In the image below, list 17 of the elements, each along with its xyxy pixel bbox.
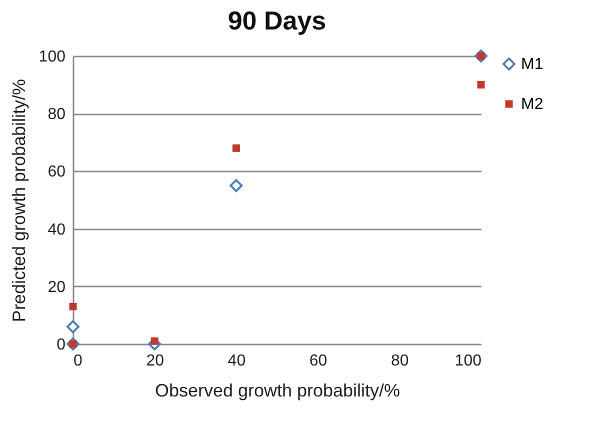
- chart-title: 90 Days: [228, 6, 326, 36]
- x-tick-label: 60: [309, 352, 328, 370]
- y-tick-label: 100: [38, 48, 66, 66]
- x-tick-label: 100: [454, 352, 482, 370]
- y-tick-label: 80: [48, 106, 66, 124]
- y-axis-title: Predicted growth probability/%: [8, 78, 29, 322]
- x-tick-label: 80: [391, 352, 409, 370]
- y-tick-label: 40: [48, 221, 66, 238]
- y-tick-label: 20: [48, 278, 66, 296]
- x-axis-title: Observed growth probability/%: [154, 380, 400, 400]
- y-tick-label: 0: [56, 336, 66, 354]
- y-tick-label: 60: [48, 164, 66, 181]
- legend-label: M1: [521, 56, 544, 73]
- legend-label: M2: [521, 96, 544, 113]
- x-tick-label: 20: [146, 352, 164, 370]
- x-tick-label: 0: [74, 352, 82, 370]
- x-tick-label: 40: [228, 352, 246, 370]
